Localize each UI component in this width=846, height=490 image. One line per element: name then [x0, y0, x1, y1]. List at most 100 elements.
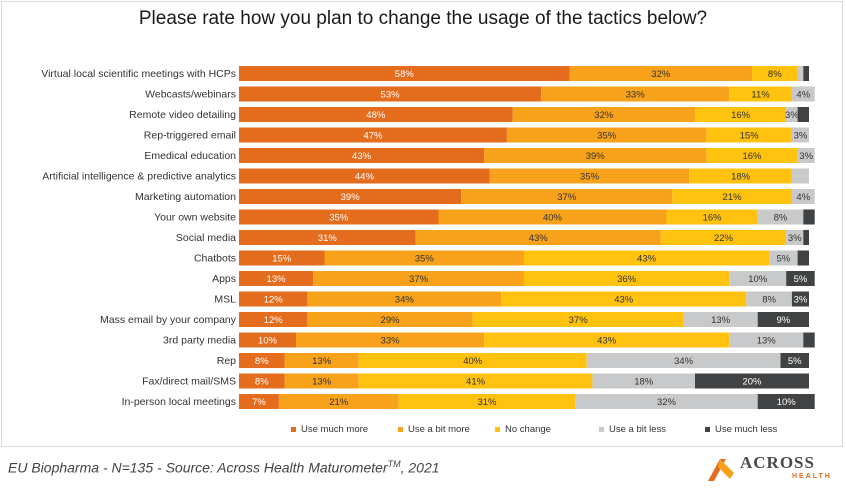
data-labels: 58% 32% 8% 53% 33% 11% 4% 48% 32% 16% 3% 47% 35% 15% 3… — [252, 69, 813, 408]
data-label-use-a-bit-more-chatbots: 35% — [415, 254, 435, 265]
bar-use-much-less-remote-video-detailing — [797, 107, 809, 122]
data-label-use-a-bit-more-remote-video-detailing: 32% — [594, 110, 614, 121]
bar-use-a-bit-more-in-person-local-meetings — [278, 394, 399, 409]
chart-title: Please rate how you plan to change the u… — [138, 8, 708, 29]
bar-use-much-more-rep-triggered-email — [239, 127, 507, 143]
data-label-use-much-less-fax-direct-mail-sms: 20% — [742, 377, 762, 388]
data-label-use-a-bit-more-rep-triggered-email: 35% — [597, 131, 617, 142]
source-text: EU Biopharma - N=135 - Source: Across He… — [8, 459, 388, 476]
data-label-use-a-bit-more-3rd-party-media: 33% — [381, 336, 401, 347]
legend-swatch-use-a-bit-less — [599, 427, 604, 432]
bar-use-much-more-virtual-local-scientific-meetings-with-hcps — [239, 66, 570, 81]
logo-chevron-icon — [708, 459, 734, 481]
bar-use-a-bit-more-marketing-automation — [461, 189, 673, 204]
bar-use-a-bit-more-mass-email-by-your-company — [307, 312, 473, 327]
bar-no-change-chatbots — [524, 250, 770, 266]
bar-use-a-bit-less-virtual-local-scientific-meetings-with-hcps — [797, 66, 804, 81]
bar-use-much-more-apps — [239, 271, 314, 286]
bar-use-a-bit-more-3rd-party-media — [296, 332, 485, 348]
category-label-fax-direct-mail-sms: Fax/direct mail/SMS — [142, 376, 236, 388]
bar-use-a-bit-more-msl — [307, 291, 502, 307]
data-label-no-change-your-own-website: 16% — [703, 213, 723, 224]
bar-use-much-more-chatbots — [239, 250, 325, 266]
data-label-use-much-more-apps: 13% — [267, 274, 287, 285]
legend-swatch-no-change — [495, 427, 500, 432]
category-label-msl: MSL — [214, 294, 236, 306]
category-label-your-own-website: Your own website — [154, 212, 236, 224]
logo-sub: HEALTH — [792, 473, 832, 480]
bar-use-a-bit-less-emedical-education — [797, 148, 815, 163]
source-year: , 2021 — [400, 459, 440, 476]
bar-use-much-more-marketing-automation — [239, 189, 462, 204]
data-label-use-a-bit-more-social-media: 43% — [529, 233, 549, 244]
data-label-use-a-bit-less-your-own-website: 8% — [774, 213, 788, 224]
data-label-use-much-less-in-person-local-meetings: 10% — [777, 397, 797, 408]
data-label-use-much-more-3rd-party-media: 10% — [258, 336, 278, 347]
bar-use-much-less-apps — [786, 271, 815, 286]
chart-frame — [1, 1, 843, 447]
data-label-no-change-rep: 40% — [463, 356, 483, 367]
data-label-no-change-msl: 43% — [614, 295, 634, 306]
bar-no-change-fax-direct-mail-sms — [358, 373, 593, 389]
bar-use-much-more-artificial-intelligence-predictive-analytics — [239, 168, 490, 184]
data-label-use-much-more-chatbots: 15% — [272, 254, 292, 265]
category-label-chatbots: Chatbots — [194, 253, 236, 265]
bar-use-a-bit-less-mass-email-by-your-company — [683, 312, 758, 327]
data-label-use-a-bit-more-rep: 13% — [312, 356, 332, 367]
bar-use-much-less-rep — [780, 353, 809, 368]
data-label-use-a-bit-less-3rd-party-media: 13% — [757, 336, 777, 347]
data-label-no-change-virtual-local-scientific-meetings-with-hcps: 8% — [768, 69, 782, 80]
data-label-use-much-less-mass-email-by-your-company: 9% — [776, 315, 790, 326]
across-health-logo: ACROSS HEALTH — [706, 451, 838, 487]
data-label-use-a-bit-more-artificial-intelligence-predictive-analytics: 35% — [580, 172, 600, 183]
legend-label-use-a-bit-more: Use a bit more — [408, 424, 470, 435]
bar-use-much-more-remote-video-detailing — [239, 107, 513, 122]
data-label-no-change-remote-video-detailing: 16% — [731, 110, 751, 121]
legend-label-no-change: No change — [505, 424, 551, 435]
bar-use-a-bit-more-chatbots — [324, 250, 524, 266]
category-label-artificial-intelligence-predictive-analytics: Artificial intelligence & predictive ana… — [42, 171, 236, 183]
data-label-use-much-more-in-person-local-meetings: 7% — [252, 397, 266, 408]
data-label-use-much-more-msl: 12% — [264, 295, 284, 306]
bar-use-much-less-chatbots — [797, 250, 809, 266]
data-label-use-much-more-mass-email-by-your-company: 12% — [264, 315, 284, 326]
bar-use-a-bit-more-social-media — [415, 230, 661, 245]
category-label-emedical-education: Emedical education — [144, 150, 236, 162]
bar-use-a-bit-less-rep — [586, 353, 781, 368]
data-label-no-change-webcasts-webinars: 11% — [751, 90, 770, 101]
data-label-use-a-bit-more-apps: 37% — [409, 274, 429, 285]
data-label-use-a-bit-less-remote-video-detailing: 3% — [785, 110, 799, 121]
data-label-use-much-more-webcasts-webinars: 53% — [381, 90, 401, 101]
data-label-no-change-marketing-automation: 21% — [723, 192, 743, 203]
category-label-virtual-local-scientific-meetings-with-hcps: Virtual local scientific meetings with H… — [41, 68, 236, 80]
legend-swatch-use-much-less — [705, 427, 710, 432]
category-label-apps: Apps — [212, 273, 236, 285]
bar-no-change-your-own-website — [666, 209, 758, 225]
data-label-use-a-bit-more-webcasts-webinars: 33% — [626, 90, 646, 101]
data-label-no-change-in-person-local-meetings: 31% — [477, 397, 497, 408]
bar-use-a-bit-more-fax-direct-mail-sms — [284, 373, 359, 389]
bar-use-a-bit-less-marketing-automation — [791, 189, 815, 204]
data-label-use-much-more-your-own-website: 35% — [329, 213, 349, 224]
legend: Use much more Use a bit more No change Use … — [291, 424, 778, 435]
bar-use-a-bit-less-social-media — [786, 230, 804, 245]
data-label-use-much-less-apps: 5% — [794, 274, 808, 285]
data-label-use-much-more-social-media: 31% — [318, 233, 338, 244]
bar-use-a-bit-more-your-own-website — [438, 209, 667, 225]
bar-use-much-more-fax-direct-mail-sms — [239, 373, 285, 389]
bar-use-much-more-msl — [239, 291, 308, 307]
bar-use-a-bit-more-apps — [313, 271, 524, 286]
legend-label-use-a-bit-less: Use a bit less — [609, 424, 666, 435]
stacked-bar-chart: Virtual local scientific meetings with H… — [41, 66, 815, 435]
bar-use-much-less-mass-email-by-your-company — [757, 312, 809, 327]
data-label-use-a-bit-less-apps: 10% — [748, 274, 768, 285]
legend-label-use-much-more: Use much more — [301, 424, 368, 435]
data-label-use-a-bit-more-your-own-website: 40% — [543, 213, 563, 224]
bar-use-a-bit-less-apps — [729, 271, 787, 286]
bar-no-change-apps — [524, 271, 730, 286]
bar-use-a-bit-more-emedical-education — [484, 148, 707, 163]
bar-use-a-bit-more-artificial-intelligence-predictive-analytics — [489, 168, 690, 184]
bar-use-a-bit-less-webcasts-webinars — [791, 86, 815, 102]
bar-no-change-mass-email-by-your-company — [472, 312, 684, 327]
category-label-social-media: Social media — [176, 232, 236, 244]
